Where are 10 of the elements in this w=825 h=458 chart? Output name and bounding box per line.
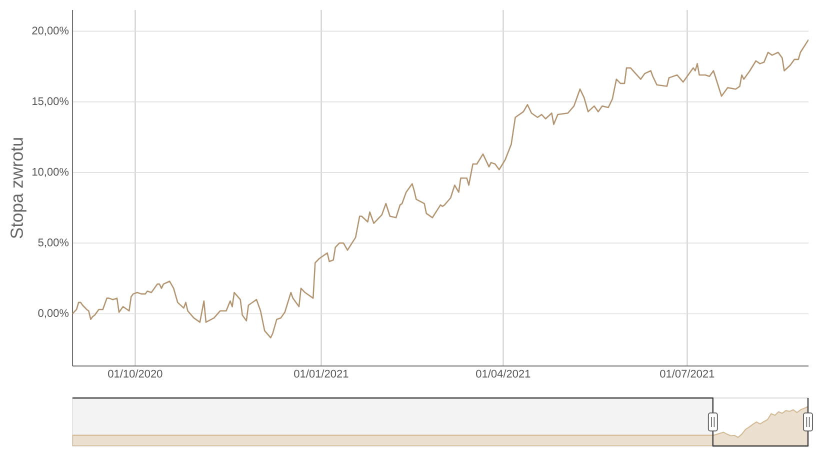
y-tick-label: 20,00% bbox=[32, 26, 69, 36]
x-tick-label: 01/01/2021 bbox=[294, 370, 348, 378]
x-tick-label: 01/10/2020 bbox=[108, 370, 162, 378]
y-axis-title: Stopa zwrotu bbox=[10, 138, 26, 238]
y-tick-label: 15,00% bbox=[32, 97, 69, 106]
y-tick-label: 5,00% bbox=[38, 238, 69, 248]
y-tick-label: 10,00% bbox=[32, 168, 69, 177]
y-tick-label: 0,00% bbox=[38, 309, 69, 318]
x-tick-label: 01/07/2021 bbox=[660, 370, 714, 378]
x-tick-label: 01/04/2021 bbox=[476, 370, 530, 378]
